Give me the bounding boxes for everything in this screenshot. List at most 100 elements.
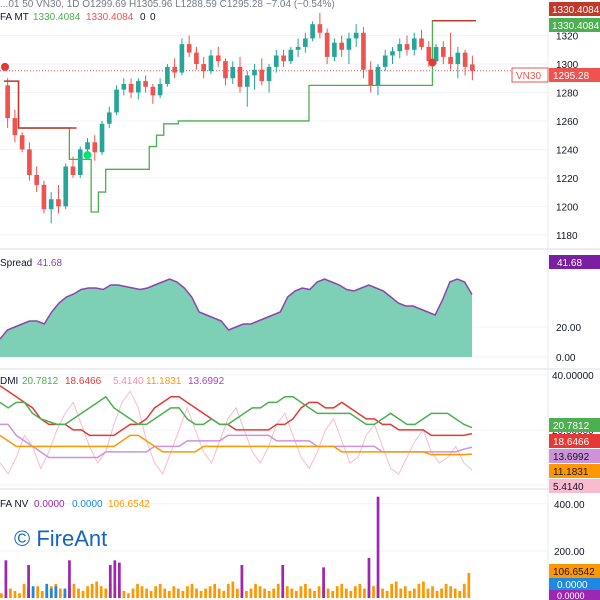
nv-sell-bar[interactable]: [154, 586, 158, 598]
nv-sell-bar[interactable]: [136, 583, 139, 598]
nv-blue-bar[interactable]: [45, 583, 49, 598]
buy-signal-dot[interactable]: [83, 151, 92, 160]
nv-sell-bar[interactable]: [18, 593, 21, 598]
nv-sell-bar[interactable]: [331, 590, 335, 598]
nv-sell-bar[interactable]: [267, 590, 271, 598]
candle-body[interactable]: [77, 149, 83, 176]
candle-body[interactable]: [172, 66, 177, 73]
nv-sell-bar[interactable]: [358, 583, 362, 598]
candle-body[interactable]: [85, 142, 90, 150]
nv-sell-bar[interactable]: [72, 583, 76, 598]
nv-sell-bar[interactable]: [363, 588, 366, 598]
candle-body[interactable]: [121, 83, 127, 90]
nv-sell-bar[interactable]: [122, 590, 126, 598]
candle-body[interactable]: [288, 49, 294, 62]
candle-body[interactable]: [48, 199, 54, 210]
dmi-plus-line[interactable]: [0, 395, 473, 429]
nv-sell-bar[interactable]: [349, 590, 353, 598]
nv-sell-bar[interactable]: [335, 586, 339, 598]
nv-sell-bar[interactable]: [9, 588, 12, 598]
nv-sell-bar[interactable]: [403, 586, 407, 598]
nv-sell-bar[interactable]: [131, 588, 135, 598]
nv-sell-bar[interactable]: [0, 593, 3, 598]
candle-body[interactable]: [353, 32, 359, 39]
candle-body[interactable]: [426, 46, 432, 62]
nv-buy-bar[interactable]: [4, 560, 8, 598]
nv-sell-bar[interactable]: [90, 583, 94, 598]
nv-sell-bar[interactable]: [40, 590, 44, 598]
nv-sell-bar[interactable]: [86, 586, 89, 598]
nv-sell-bar[interactable]: [172, 586, 176, 598]
nv-sell-bar[interactable]: [217, 588, 221, 598]
candle-body[interactable]: [157, 83, 163, 96]
nv-sell-bar[interactable]: [231, 581, 235, 598]
nv-buy-bar[interactable]: [68, 560, 71, 598]
nv-sell-bar[interactable]: [313, 590, 316, 598]
candle-body[interactable]: [259, 69, 265, 82]
nv-buy-bar[interactable]: [367, 557, 371, 598]
adx-line[interactable]: [0, 434, 473, 456]
candle-body[interactable]: [194, 52, 199, 65]
nv-sell-bar[interactable]: [226, 583, 230, 598]
candle-body[interactable]: [361, 32, 366, 70]
candle-body[interactable]: [179, 44, 185, 73]
candle-body[interactable]: [303, 38, 308, 47]
nv-sell-bar[interactable]: [258, 586, 262, 598]
candle-body[interactable]: [136, 81, 141, 93]
candle-body[interactable]: [12, 118, 18, 136]
nv-sell-bar[interactable]: [263, 588, 266, 598]
candle-body[interactable]: [273, 55, 279, 67]
candle-body[interactable]: [106, 112, 112, 124]
candle-body[interactable]: [143, 81, 148, 87]
nv-sell-bar[interactable]: [381, 588, 384, 598]
candle-body[interactable]: [99, 123, 105, 153]
nv-sell-bar[interactable]: [81, 590, 85, 598]
dmi-pink-line[interactable]: [0, 390, 473, 476]
candle-body[interactable]: [63, 166, 69, 207]
nv-sell-bar[interactable]: [444, 583, 448, 598]
candle-body[interactable]: [70, 166, 76, 176]
candle-body[interactable]: [339, 42, 344, 50]
nv-sell-bar[interactable]: [104, 588, 108, 598]
nv-sell-bar[interactable]: [158, 583, 162, 598]
candle-body[interactable]: [266, 66, 272, 82]
nv-sell-bar[interactable]: [413, 588, 416, 598]
nv-blue-bar[interactable]: [63, 588, 67, 598]
candle-body[interactable]: [215, 55, 221, 62]
nv-sell-bar[interactable]: [222, 590, 226, 598]
candle-body[interactable]: [201, 64, 207, 72]
nv-sell-bar[interactable]: [458, 590, 462, 598]
candle-body[interactable]: [382, 55, 388, 67]
fa-nv-pane[interactable]: 200.00 400.00: [0, 496, 585, 598]
candle-body[interactable]: [368, 69, 374, 86]
nv-sell-bar[interactable]: [36, 586, 40, 598]
candle-body[interactable]: [237, 66, 243, 87]
candle-body[interactable]: [332, 42, 337, 57]
nv-sell-bar[interactable]: [431, 586, 434, 598]
nv-sell-bar[interactable]: [199, 590, 203, 598]
nv-sell-bar[interactable]: [295, 590, 298, 598]
nv-sell-bar[interactable]: [399, 588, 403, 598]
nv-sell-bar[interactable]: [177, 588, 180, 598]
candle-body[interactable]: [404, 44, 410, 50]
nv-sell-bar[interactable]: [186, 586, 189, 598]
nv-blue-bar[interactable]: [49, 588, 53, 598]
nv-sell-bar[interactable]: [462, 583, 466, 598]
nv-buy-bar[interactable]: [118, 562, 121, 598]
nv-sell-bar[interactable]: [99, 586, 103, 598]
nv-sell-bar[interactable]: [308, 588, 312, 598]
nv-sell-bar[interactable]: [208, 586, 212, 598]
sell-signal-dot[interactable]: [1, 62, 9, 71]
stop-line[interactable]: [4, 20, 476, 213]
nv-sell-bar[interactable]: [417, 583, 421, 598]
nv-sell-bar[interactable]: [326, 588, 330, 598]
nv-blue-bar[interactable]: [31, 586, 35, 598]
nv-sell-bar[interactable]: [372, 586, 375, 598]
nv-sell-bar[interactable]: [344, 588, 348, 598]
nv-sell-bar[interactable]: [59, 588, 62, 598]
nv-sell-bar[interactable]: [272, 588, 276, 598]
candle-body[interactable]: [317, 24, 323, 33]
nv-sell-bar[interactable]: [195, 588, 198, 598]
